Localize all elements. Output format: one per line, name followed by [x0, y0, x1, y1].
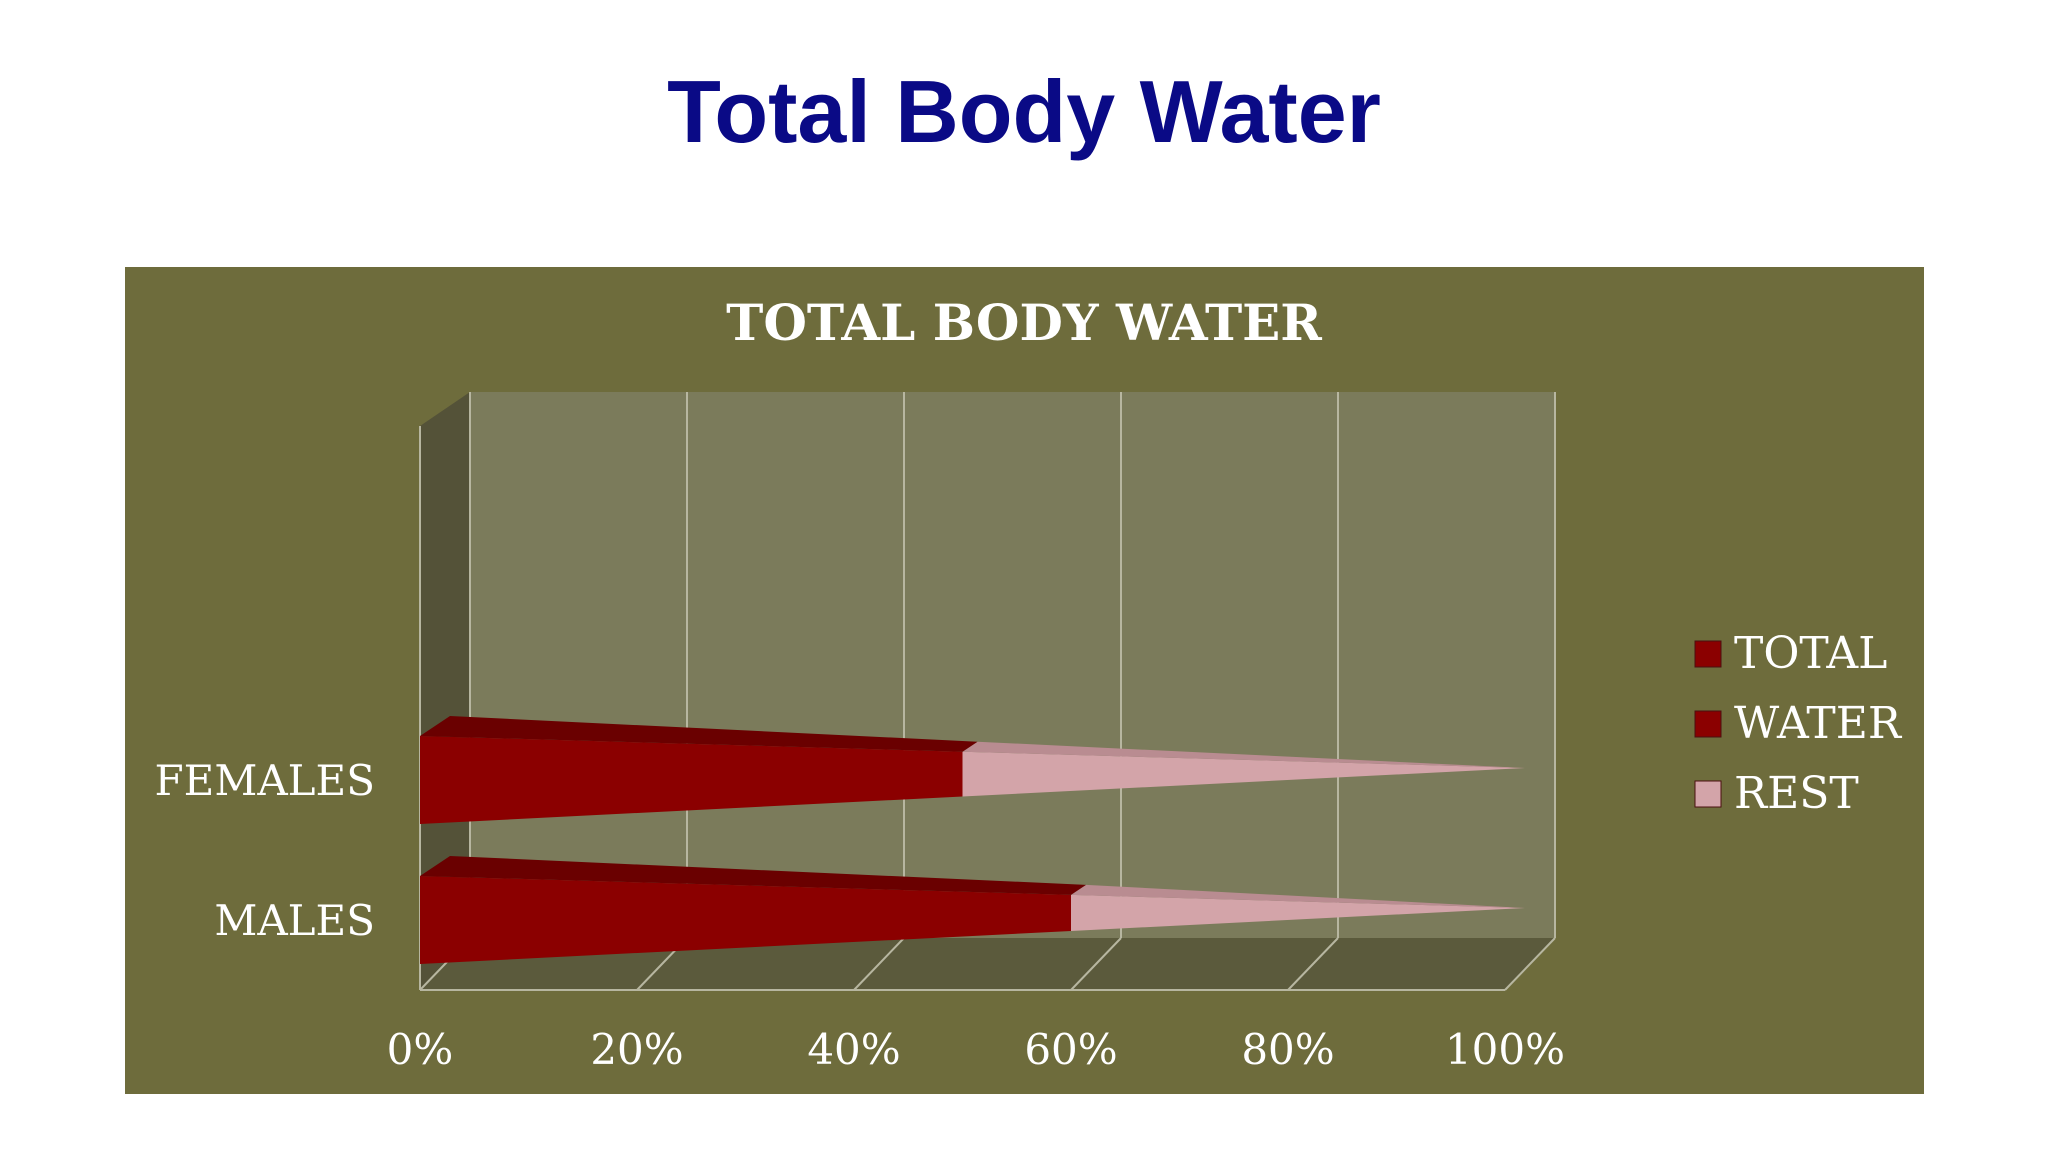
x-tick-label: 0%: [387, 1025, 454, 1074]
bar-rest-top-males: [1071, 884, 1525, 908]
bar-rest-males: [1071, 894, 1525, 932]
plot-side-wall: [420, 392, 470, 990]
legend-label: REST: [1734, 768, 1859, 819]
legend-label: WATER: [1734, 698, 1903, 749]
legend-swatch: [1694, 710, 1722, 738]
x-tick-label: 20%: [590, 1025, 683, 1074]
bar-rest-top-females: [962, 741, 1525, 768]
plot-back-wall: [470, 392, 1555, 938]
gridline-floor: [1070, 937, 1122, 991]
plot-floor: [420, 938, 1555, 990]
category-label: FEMALES: [155, 756, 375, 805]
bar-water-top-females: [420, 716, 978, 752]
bar-water-top-males: [420, 856, 1086, 895]
legend-label: TOTAL: [1734, 628, 1887, 679]
x-tick-label: 100%: [1445, 1025, 1565, 1074]
category-label: MALES: [214, 896, 375, 945]
plot-area: 0% 20% 40% 60% 80% 100% MALES FEMALES: [155, 392, 1565, 1074]
gridline-floor: [1504, 937, 1556, 991]
gridline-floor: [853, 937, 905, 991]
x-tick-label: 80%: [1241, 1025, 1334, 1074]
legend-swatch: [1694, 640, 1722, 668]
legend: TOTAL WATER REST: [1694, 628, 1903, 819]
x-tick-label: 60%: [1024, 1025, 1117, 1074]
legend-swatch: [1694, 780, 1722, 808]
bar-rest-females: [962, 751, 1525, 797]
bar-water-females: [420, 736, 963, 824]
gridline-floor: [1287, 937, 1339, 991]
chart-title: TOTAL BODY WATER: [726, 293, 1322, 352]
slide-title: Total Body Water: [667, 62, 1381, 161]
x-tick-label: 40%: [807, 1025, 900, 1074]
bar-water-males: [420, 876, 1071, 964]
